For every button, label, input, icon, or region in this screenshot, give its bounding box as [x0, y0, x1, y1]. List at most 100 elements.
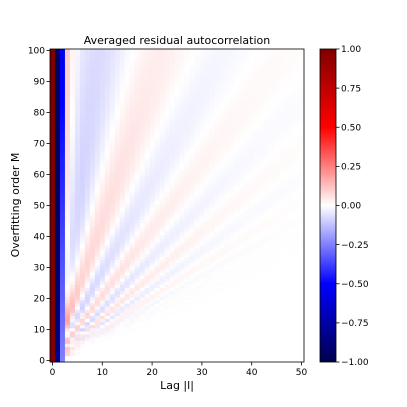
heatmap-cell: [259, 225, 265, 230]
heatmap-cell: [209, 284, 215, 289]
heatmap-cell: [69, 346, 76, 351]
heatmap-cell: [194, 95, 200, 99]
heatmap-cell: [184, 210, 190, 214]
heatmap-cell: [259, 145, 265, 149]
heatmap-cell: [194, 76, 200, 81]
heatmap-cell: [199, 259, 205, 264]
heatmap-cell: [189, 275, 195, 279]
heatmap-cell: [189, 213, 195, 217]
heatmap-cell: [104, 290, 111, 295]
heatmap-cell: [129, 98, 136, 103]
heatmap-cell: [94, 120, 101, 124]
heatmap-cell: [179, 222, 185, 227]
heatmap-cell: [89, 340, 96, 344]
heatmap-cell: [119, 182, 126, 186]
heatmap-cell: [169, 352, 175, 357]
heatmap-cell: [54, 293, 61, 298]
heatmap-cell: [159, 321, 165, 326]
heatmap-cell: [199, 355, 205, 360]
heatmap-cell: [134, 138, 141, 143]
heatmap-cell: [224, 132, 230, 137]
heatmap-cell: [194, 185, 200, 189]
heatmap-cell: [179, 290, 185, 295]
heatmap-cell: [294, 160, 300, 165]
heatmap-cell: [74, 154, 81, 158]
heatmap-cell: [194, 234, 200, 239]
heatmap-cell: [259, 58, 265, 62]
heatmap-cell: [129, 176, 136, 180]
heatmap-cell: [134, 145, 141, 149]
heatmap-cell: [59, 318, 66, 323]
heatmap-cell: [194, 210, 200, 214]
heatmap-cell: [224, 281, 230, 285]
heatmap-cell: [299, 216, 305, 220]
heatmap-cell: [184, 327, 190, 332]
heatmap-cell: [99, 120, 106, 124]
heatmap-cell: [284, 129, 290, 134]
heatmap-cell: [54, 334, 61, 338]
heatmap-cell: [69, 58, 76, 62]
heatmap-cell: [194, 337, 200, 341]
heatmap-cell: [99, 89, 106, 93]
heatmap-cell: [64, 355, 71, 360]
heatmap-cell: [94, 200, 101, 205]
heatmap-cell: [279, 203, 285, 208]
heatmap-cell: [269, 355, 275, 360]
heatmap-cell: [194, 293, 200, 298]
heatmap-cell: [104, 83, 111, 87]
heatmap-cell: [114, 117, 121, 121]
heatmap-cell: [204, 244, 210, 248]
heatmap-cell: [64, 132, 71, 137]
heatmap-cell: [244, 132, 250, 137]
heatmap-cell: [104, 207, 111, 211]
heatmap-cell: [264, 355, 270, 360]
heatmap-cell: [264, 306, 270, 310]
heatmap-cell: [169, 300, 175, 304]
heatmap-cell: [149, 207, 155, 211]
heatmap-cell: [294, 340, 300, 344]
heatmap-cell: [209, 101, 215, 106]
heatmap-cell: [144, 160, 151, 165]
heatmap-cell: [274, 222, 280, 227]
heatmap-cell: [174, 290, 180, 295]
heatmap-cell: [269, 315, 275, 320]
heatmap-cell: [174, 169, 180, 174]
heatmap-cell: [159, 290, 165, 295]
heatmap-cell: [179, 163, 185, 168]
heatmap-cell: [264, 210, 270, 214]
heatmap-cell: [154, 355, 160, 360]
heatmap-cell: [264, 228, 270, 233]
heatmap-cell: [189, 256, 195, 261]
heatmap-cell: [69, 163, 76, 168]
heatmap-cell: [119, 95, 126, 99]
heatmap-cell: [279, 138, 285, 143]
heatmap-cell: [59, 216, 66, 220]
heatmap-cell: [84, 135, 91, 140]
heatmap-cell: [74, 222, 81, 227]
heatmap-cell: [139, 89, 146, 93]
heatmap-cell: [294, 182, 300, 186]
heatmap-cell: [244, 210, 250, 214]
heatmap-cell: [269, 73, 275, 78]
heatmap-cell: [59, 281, 66, 285]
heatmap-cell: [89, 321, 96, 326]
heatmap-cell: [154, 321, 160, 326]
heatmap-cell: [64, 250, 71, 254]
heatmap-cell: [119, 154, 126, 158]
heatmap-cell: [294, 346, 300, 351]
heatmap-cell: [174, 154, 180, 158]
heatmap-cell: [164, 157, 170, 161]
heatmap-cell: [169, 358, 175, 363]
heatmap-cell: [144, 293, 151, 298]
heatmap-cell: [289, 349, 295, 354]
heatmap-cell: [274, 95, 280, 99]
heatmap-cell: [179, 337, 185, 341]
heatmap-cell: [174, 284, 180, 289]
heatmap-cell: [50, 250, 56, 254]
heatmap-cell: [89, 306, 96, 310]
heatmap-cell: [119, 135, 126, 140]
heatmap-cell: [174, 303, 180, 307]
heatmap-cell: [209, 355, 215, 360]
heatmap-cell: [299, 145, 305, 149]
heatmap-cell: [59, 157, 66, 161]
